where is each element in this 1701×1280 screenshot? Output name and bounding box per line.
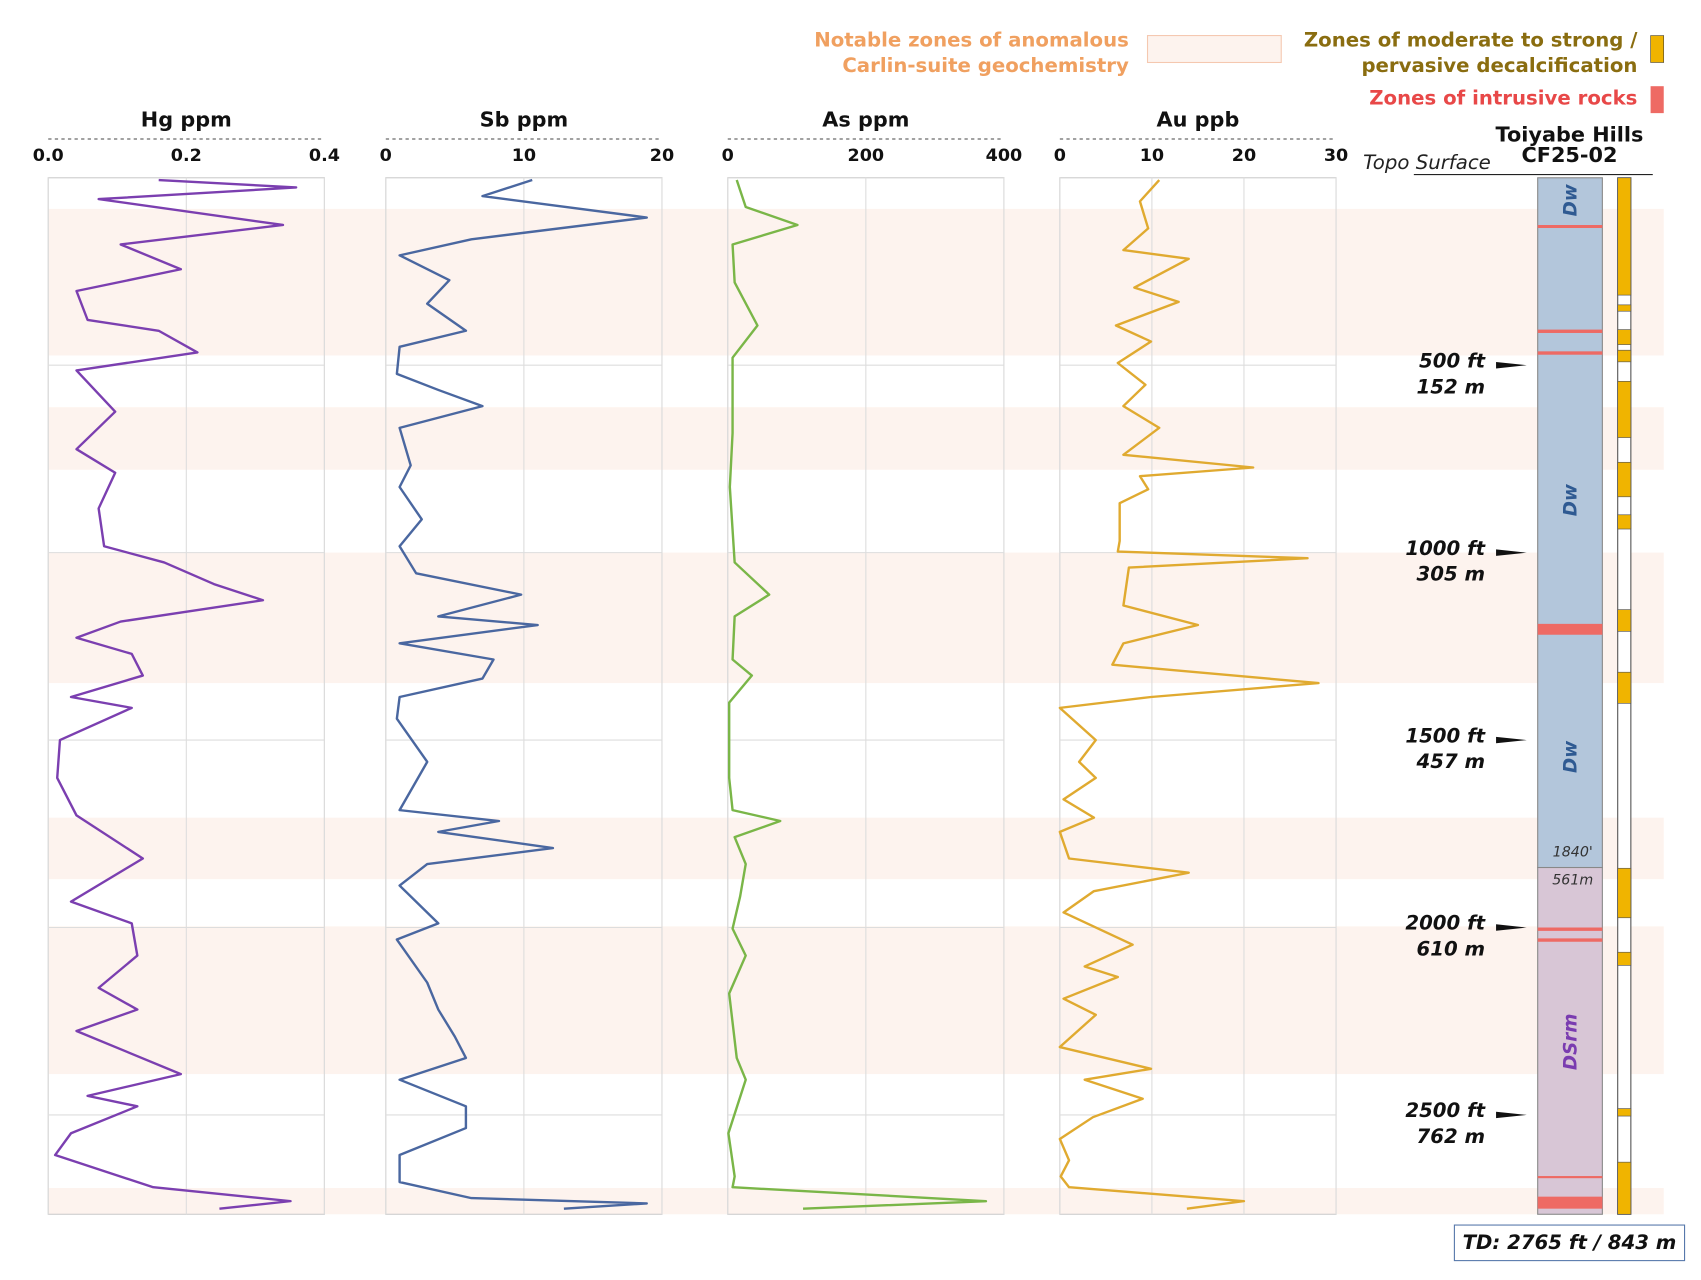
anomalous-zone	[48, 817, 1664, 880]
decalc-zone	[1617, 381, 1632, 438]
decalc-zone	[1617, 177, 1632, 296]
anomalous-zone	[48, 552, 1664, 684]
track-title: Sb ppm	[480, 108, 569, 132]
depth-label: 1500 ft	[1405, 724, 1485, 747]
x-tick-label: 20	[1232, 146, 1256, 166]
legend-text: Notable zones of anomalous	[814, 29, 1129, 52]
unit-label: Dw	[1561, 483, 1582, 516]
depth-label: 1000 ft	[1405, 537, 1485, 560]
well-title: Toiyabe Hills	[1496, 123, 1644, 147]
decalc-zone	[1617, 671, 1632, 704]
legend-text: pervasive decalcification	[1361, 54, 1637, 77]
anomalous-zone	[48, 208, 1664, 356]
depth-label-metric: 152 m	[1417, 375, 1486, 398]
lithology-unit	[1537, 177, 1603, 869]
depth-arrow	[1496, 924, 1527, 931]
decalc-zone	[1617, 349, 1632, 363]
x-tick-label: 0.2	[171, 146, 202, 166]
decalc-zone	[1617, 1108, 1632, 1117]
intrusive-zone	[1537, 225, 1603, 229]
contact-label: 1840'	[1553, 845, 1593, 861]
depth-arrow	[1496, 1111, 1527, 1119]
anomalous-zone	[48, 926, 1664, 1075]
depth-label: 2500 ft	[1405, 1099, 1485, 1122]
track-title: Au ppb	[1157, 108, 1240, 132]
decalc-zone	[1617, 304, 1632, 312]
x-tick-label: 0	[380, 146, 392, 166]
x-tick-label: 400	[986, 146, 1023, 166]
unit-label: Dw	[1561, 740, 1582, 773]
contact-label: 561m	[1552, 873, 1593, 889]
intrusive-zone	[1537, 351, 1603, 355]
decalc-zone	[1617, 329, 1632, 345]
x-tick-label: 20	[650, 146, 674, 166]
intrusive-zone	[1537, 329, 1603, 333]
x-tick-label: 30	[1324, 146, 1348, 166]
anomalous-zone	[48, 1188, 1664, 1215]
depth-arrow	[1496, 549, 1527, 556]
intrusive-zone	[1537, 927, 1603, 931]
x-tick-label: 0.4	[309, 146, 340, 166]
anomalous-zone	[48, 407, 1664, 470]
log-curve	[53, 178, 298, 1210]
intrusive-zone	[1537, 938, 1603, 942]
x-tick-label: 0.0	[33, 146, 64, 166]
surface-label: Topo Surface	[1363, 151, 1491, 174]
legend-text: Zones of intrusive rocks	[1369, 87, 1637, 110]
legend-swatch	[1650, 86, 1664, 114]
intrusive-zone	[1537, 623, 1603, 635]
decalc-zone	[1617, 461, 1632, 498]
x-tick-label: 10	[512, 146, 536, 166]
depth-label-metric: 762 m	[1417, 1125, 1486, 1148]
decalc-zone	[1617, 867, 1632, 919]
log-curve	[727, 179, 988, 1210]
depth-label-metric: 305 m	[1417, 563, 1486, 586]
intrusive-zone	[1537, 1176, 1603, 1179]
depth-label-metric: 457 m	[1416, 750, 1486, 773]
unit-label: DSrm	[1561, 1014, 1582, 1071]
unit-label: Dw	[1561, 183, 1582, 216]
x-tick-label: 0	[722, 146, 734, 166]
depth-arrow	[1496, 736, 1527, 744]
legend-swatch	[1146, 35, 1282, 64]
log-curve	[395, 178, 648, 1210]
decalc-zone	[1617, 1161, 1632, 1215]
decalc-zone	[1617, 514, 1632, 530]
depth-arrow	[1496, 361, 1527, 369]
legend-text: Carlin-suite geochemistry	[842, 54, 1129, 77]
depth-label: 2000 ft	[1405, 912, 1485, 935]
log-curve	[1058, 179, 1320, 1210]
track-title: Hg ppm	[141, 108, 232, 132]
decalc-zone	[1617, 951, 1632, 966]
intrusive-zone	[1537, 1196, 1603, 1209]
legend-text: Zones of moderate to strong /	[1304, 29, 1638, 52]
track-title: As ppm	[822, 108, 909, 132]
decalc-zone	[1617, 609, 1632, 632]
depth-label-metric: 610 m	[1417, 938, 1486, 961]
td-box	[1453, 1224, 1686, 1262]
legend-swatch	[1650, 35, 1665, 63]
depth-label: 500 ft	[1419, 350, 1486, 373]
td-label: TD: 2765 ft / 843 m	[1463, 1231, 1677, 1254]
well-title: CF25-02	[1521, 143, 1617, 167]
x-tick-label: 200	[848, 146, 885, 166]
x-tick-label: 10	[1140, 146, 1164, 166]
lithology-unit	[1537, 866, 1603, 1215]
x-tick-label: 0	[1054, 146, 1066, 166]
